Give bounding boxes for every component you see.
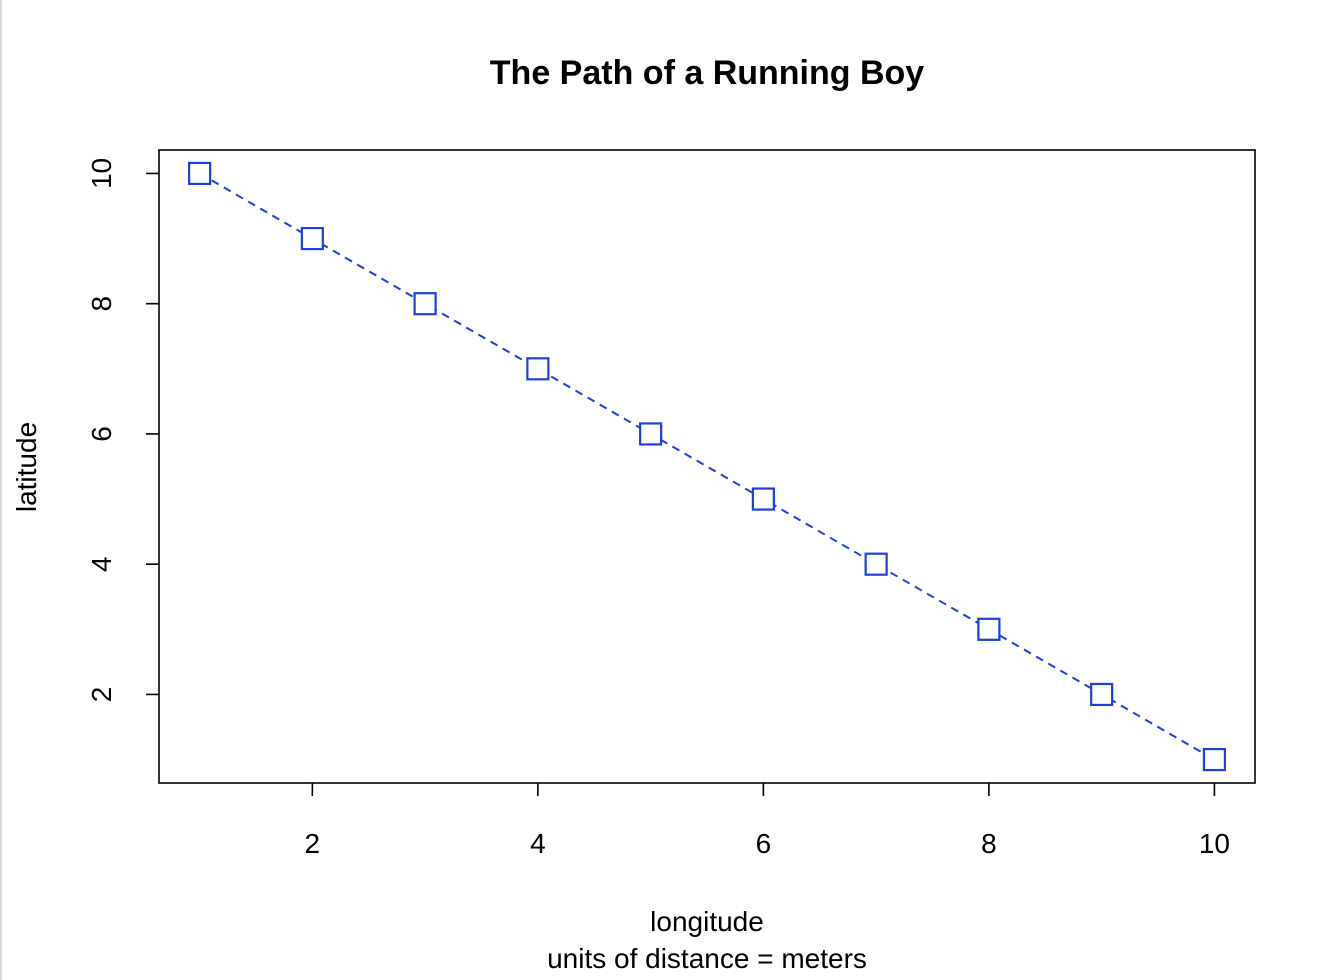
data-point-marker	[864, 552, 888, 576]
x-tick-label: 10	[1199, 828, 1230, 859]
x-tick-label: 4	[530, 828, 546, 859]
data-point-marker	[639, 422, 663, 446]
data-point-marker	[751, 487, 775, 511]
x-tick-label: 2	[305, 828, 321, 859]
y-tick-label: 2	[86, 687, 117, 703]
x-axis-title: longitude	[650, 906, 764, 937]
y-tick-label: 6	[86, 426, 117, 442]
series-markers	[187, 161, 1227, 772]
data-point-marker	[187, 161, 212, 186]
data-point-marker	[300, 226, 324, 251]
data-point-marker	[977, 617, 1001, 641]
series-line	[199, 172, 1215, 761]
y-tick-label: 4	[86, 556, 117, 572]
window-left-edge	[0, 0, 2, 980]
y-tick-label: 10	[86, 158, 117, 189]
y-axis-title: latitude	[11, 422, 42, 512]
data-point-marker	[526, 357, 550, 381]
x-axis: 2 4 6 8 10	[305, 783, 1230, 859]
data-point-marker	[1090, 682, 1114, 707]
x-tick-label: 6	[756, 828, 772, 859]
y-axis: 2 4 6 8 10	[86, 158, 159, 702]
data-point-marker	[413, 292, 437, 316]
chart-title: The Path of a Running Boy	[490, 54, 925, 92]
data-point-marker	[1202, 747, 1227, 772]
chart-subtitle: units of distance = meters	[547, 943, 867, 974]
x-tick-label: 8	[981, 828, 997, 859]
plot-frame	[158, 149, 1256, 784]
y-tick-label: 8	[86, 296, 117, 312]
